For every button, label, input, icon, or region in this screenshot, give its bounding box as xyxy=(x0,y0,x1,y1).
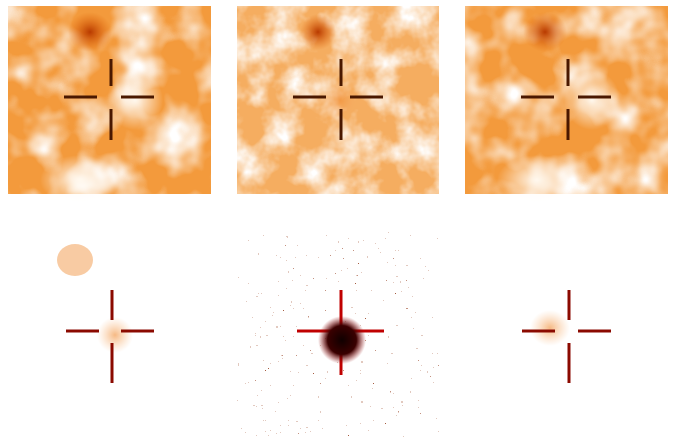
panel-bottom-1 xyxy=(8,232,211,437)
bright-area xyxy=(107,70,163,130)
dark-blob xyxy=(68,12,112,52)
source-glow xyxy=(530,310,570,346)
source-glow xyxy=(97,317,133,353)
page: {} html, body { margin: 0; padding: 0; b… xyxy=(0,0,677,441)
faint-blob xyxy=(57,244,93,276)
panel-bottom-2 xyxy=(237,232,439,437)
panel-top-1 xyxy=(8,6,211,205)
bright-area xyxy=(497,155,577,205)
panel-bottom-3 xyxy=(465,232,668,437)
panel-top-2 xyxy=(237,6,439,194)
dark-blob xyxy=(300,14,336,50)
dark-blob xyxy=(523,12,567,52)
bright-area xyxy=(40,155,120,205)
panel-top-3 xyxy=(465,6,668,205)
bright-area xyxy=(564,70,620,130)
image-grid xyxy=(0,0,677,441)
source-core xyxy=(318,316,366,364)
page-body: (() => { const data = JSON.parse(documen… xyxy=(0,0,677,441)
